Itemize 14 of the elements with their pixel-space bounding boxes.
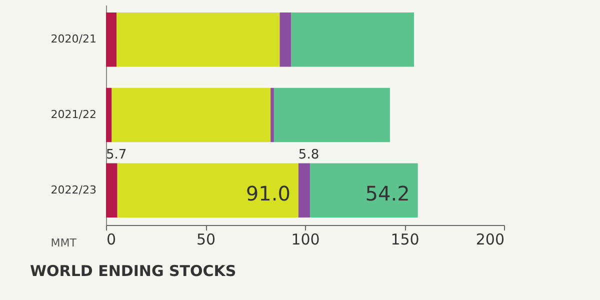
x-tick-label: 100 [291, 230, 320, 248]
x-axis-title: MMT [50, 236, 77, 250]
y-tick-label: 2021/22 [50, 108, 96, 121]
data-label: 5.7 [106, 147, 127, 162]
x-tick-label: 150 [390, 230, 420, 248]
data-label: 54.2 [365, 181, 410, 206]
data-label: 5.8 [298, 147, 320, 162]
x-tick-label: 50 [196, 230, 216, 248]
x-tick-label: 200 [476, 230, 504, 248]
y-tick-label: 2022/23 [50, 183, 96, 196]
x-tick-label: 0 [106, 230, 116, 248]
text: WORLD ENDING STOCKS [30, 262, 236, 280]
y-tick-label: 2020/21 [50, 32, 96, 46]
data-label: 91.0 [246, 181, 290, 206]
